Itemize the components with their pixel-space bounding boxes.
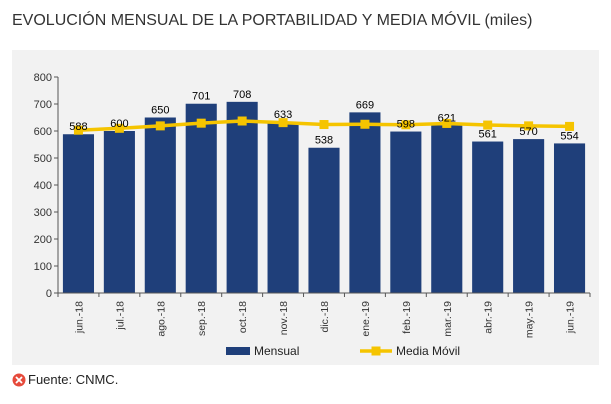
data-label-mensual: 588: [69, 121, 87, 133]
y-tick-label: 600: [34, 126, 52, 138]
bar-mensual: [226, 101, 258, 293]
bar-mensual: [267, 122, 299, 293]
marker-media-movil: [483, 120, 493, 130]
chart-title: EVOLUCIÓN MENSUAL DE LA PORTABILIDAD Y M…: [12, 12, 533, 29]
marker-media-movil: [319, 120, 329, 130]
marker-media-movil: [360, 119, 370, 129]
source-text: Fuente: CNMC.: [28, 372, 119, 387]
bar-mensual: [349, 112, 381, 293]
legend-swatch-mensual: [226, 347, 250, 355]
x-tick-label: sep.-18: [196, 301, 208, 336]
chart-area: 0 100 200 300 400 500 600 700 800 588 600 650 701 708…: [12, 50, 599, 365]
x-tick-label: feb.-19: [401, 301, 413, 334]
x-tick-label: dic.-18: [319, 301, 331, 333]
bar-mensual: [185, 103, 217, 293]
data-label-mensual: 600: [110, 118, 128, 130]
x-tick-label: ago.-18: [155, 301, 167, 337]
y-tick-label: 100: [34, 261, 52, 273]
bar-mensual: [553, 143, 586, 293]
legend-label-mensual: Mensual: [254, 344, 299, 358]
y-tick-label: 500: [34, 153, 52, 165]
data-label-mensual: 701: [192, 91, 210, 103]
close-circle-icon: [12, 373, 26, 386]
marker-media-movil: [237, 116, 247, 126]
data-label-mensual: 621: [438, 112, 456, 124]
data-label-mensual: 538: [315, 135, 333, 147]
bar-mensual: [472, 141, 504, 293]
x-tick-label: abr.-19: [483, 301, 495, 334]
marker-media-movil: [565, 121, 575, 131]
bar-mensual: [431, 125, 463, 293]
bar-mensual: [390, 131, 422, 293]
x-tick-label: jun.-19: [565, 301, 577, 334]
y-tick-label: 800: [34, 72, 52, 84]
x-tick-label: jun.-18: [73, 301, 85, 334]
data-label-mensual: 650: [151, 105, 169, 117]
marker-media-movil: [401, 120, 411, 130]
marker-media-movil: [442, 118, 452, 128]
marker-media-movil: [155, 121, 165, 131]
marker-media-movil: [196, 118, 206, 128]
x-tick-label: jul.-18: [114, 301, 126, 331]
y-tick-label: 200: [34, 234, 52, 246]
source-note: Fuente: CNMC.: [12, 372, 118, 387]
marker-media-movil: [524, 121, 534, 131]
marker-media-movil: [278, 118, 288, 128]
data-label-mensual: 554: [560, 130, 578, 142]
legend-marker-media-movil: [371, 346, 381, 356]
x-tick-label: may.-19: [524, 301, 536, 338]
data-label-mensual: 633: [274, 109, 292, 121]
data-label-mensual: 708: [233, 89, 251, 101]
y-tick-label: 0: [46, 288, 52, 300]
legend-label-media-movil: Media Móvil: [396, 344, 460, 358]
bar-mensual: [308, 147, 340, 293]
data-label-mensual: 570: [519, 126, 537, 138]
x-tick-label: mar.-19: [442, 301, 454, 337]
portability-chart: 0 100 200 300 400 500 600 700 800 588 600 650 701 708…: [34, 72, 591, 358]
marker-media-movil: [114, 123, 124, 133]
x-tick-label: ene.-19: [360, 301, 372, 337]
bar-mensual: [513, 139, 545, 293]
bar-mensual: [144, 117, 176, 293]
y-tick-label: 700: [34, 99, 52, 111]
y-tick-label: 300: [34, 207, 52, 219]
x-tick-label: oct.-18: [237, 301, 249, 333]
x-tick-label: nov.-18: [278, 301, 290, 335]
bar-mensual: [103, 131, 135, 293]
bar-mensual: [62, 134, 95, 293]
marker-media-movil: [73, 125, 83, 135]
y-tick-label: 400: [34, 180, 52, 192]
data-label-mensual: 598: [397, 119, 415, 131]
data-label-mensual: 561: [479, 129, 497, 141]
data-label-mensual: 669: [356, 99, 374, 111]
